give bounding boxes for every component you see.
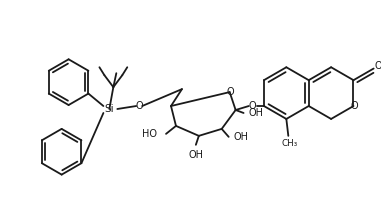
Text: O: O [135, 101, 143, 111]
Text: OH: OH [188, 150, 203, 160]
Text: O: O [351, 101, 358, 111]
Text: HO: HO [142, 129, 157, 139]
Text: CH₃: CH₃ [281, 139, 298, 148]
Text: Si: Si [104, 104, 114, 114]
Text: O: O [227, 87, 234, 97]
Text: OH: OH [248, 108, 263, 118]
Text: OH: OH [233, 132, 248, 142]
Text: O: O [249, 101, 256, 111]
Text: O: O [374, 61, 381, 71]
